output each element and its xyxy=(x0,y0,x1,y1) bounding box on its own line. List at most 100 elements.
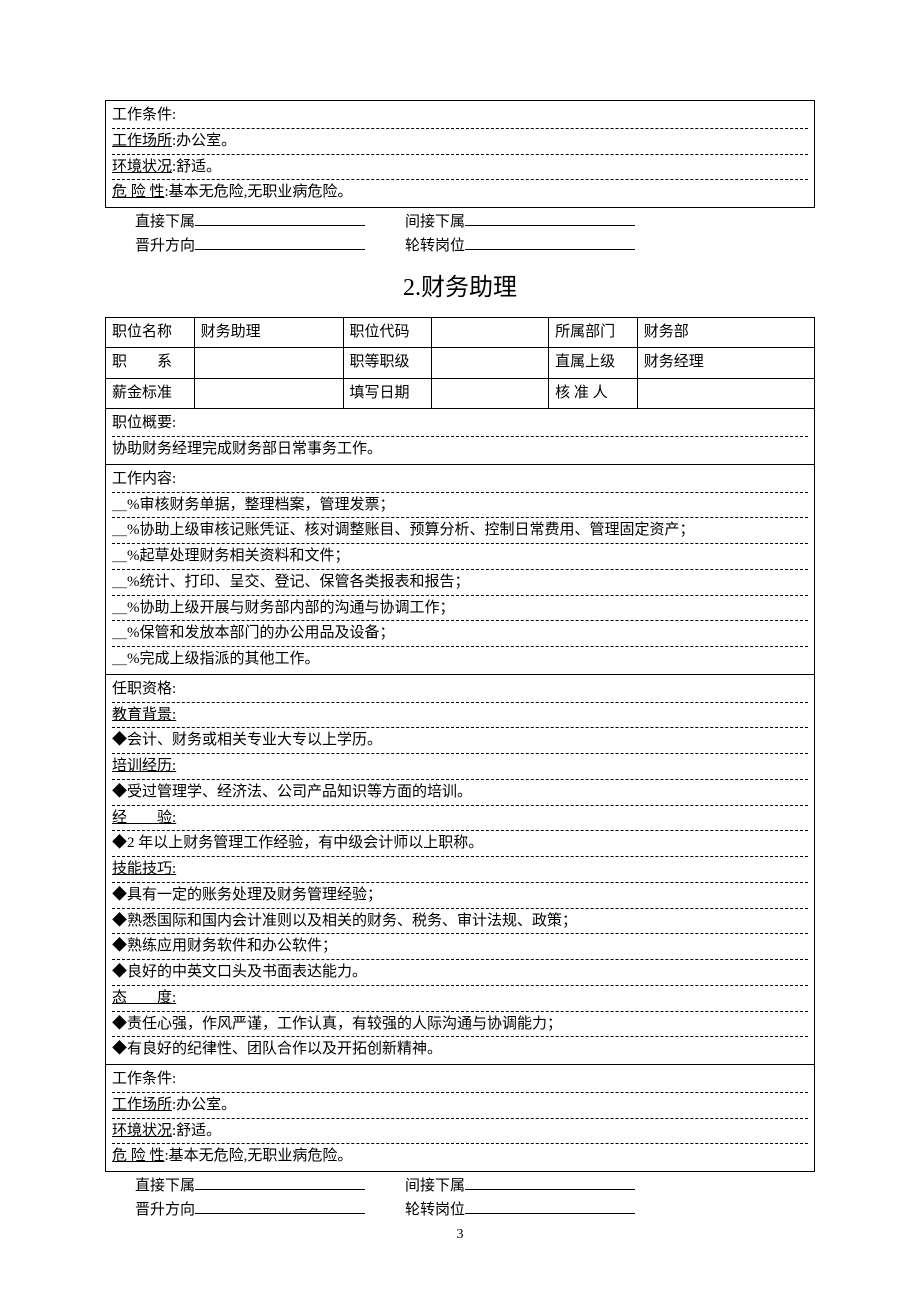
cond2-workplace-value: :办公室。 xyxy=(172,1097,236,1113)
qual-heading: 态 度: xyxy=(112,986,808,1012)
qual-heading: 教育背景: xyxy=(112,703,808,729)
fill-rotation-label: 轮转岗位 xyxy=(405,234,465,258)
cell-position-code-value xyxy=(432,317,549,348)
table-row: 职位名称 财务助理 职位代码 所属部门 财务部 xyxy=(106,317,815,348)
qual-heading: 经 验: xyxy=(112,806,808,832)
cond2-environment: 环境状况:舒适。 xyxy=(112,1119,808,1145)
cond2-workplace-label: 工作场所 xyxy=(112,1097,172,1113)
summary-label: 职位概要: xyxy=(112,411,808,437)
content-item: ＿%起草处理财务相关资料和文件； xyxy=(112,544,808,570)
cell-filldate-label: 填写日期 xyxy=(343,378,432,409)
qual-line: ◆会计、财务或相关专业大专以上学历。 xyxy=(112,728,808,754)
page-number: 3 xyxy=(0,1223,920,1247)
fill2-indirect-sub: 间接下属 xyxy=(405,1174,635,1198)
content-item: ＿%统计、打印、呈交、登记、保管各类报表和报告； xyxy=(112,570,808,596)
qual-heading: 培训经历: xyxy=(112,754,808,780)
summary-text: 协助财务经理完成财务部日常事务工作。 xyxy=(112,437,808,462)
fill2-direct-sub: 直接下属 xyxy=(135,1174,365,1198)
cell-supervisor-label: 直属上级 xyxy=(549,348,638,379)
content-box: 工作内容: ＿%审核财务单据，整理档案，管理发票；＿%协助上级审核记账凭证、核对… xyxy=(105,465,815,675)
fill-row-2: 晋升方向 轮转岗位 xyxy=(135,234,815,258)
fill-direct-sub-label: 直接下属 xyxy=(135,210,195,234)
fill-row-4: 晋升方向 轮转岗位 xyxy=(135,1198,815,1222)
blank-line xyxy=(465,1175,635,1190)
cond-environment: 环境状况:舒适。 xyxy=(112,155,808,181)
cond-danger-value: :基本无危险,无职业病危险。 xyxy=(165,184,353,200)
cell-department-value: 财务部 xyxy=(637,317,814,348)
section-title: 2.财务助理 xyxy=(105,268,815,309)
cond-danger-label: 危 险 性 xyxy=(112,184,165,200)
summary-box: 职位概要: 协助财务经理完成财务部日常事务工作。 xyxy=(105,409,815,465)
qual-sections: 教育背景: ◆会计、财务或相关专业大专以上学历。培训经历: ◆受过管理学、经济法、公… xyxy=(112,703,808,1063)
qual-heading-text: 经 验: xyxy=(112,810,176,826)
cell-series-label: 职 系 xyxy=(106,348,195,379)
top-conditions-box: 工作条件: 工作场所:办公室。 环境状况:舒适。 危 险 性:基本无危险,无职业… xyxy=(105,100,815,208)
content-item: ＿%完成上级指派的其他工作。 xyxy=(112,647,808,672)
qual-line: ◆有良好的纪律性、团队合作以及开拓创新精神。 xyxy=(112,1037,808,1062)
fill-rotation: 轮转岗位 xyxy=(405,234,635,258)
fill2-rotation: 轮转岗位 xyxy=(405,1198,635,1222)
cell-position-code-label: 职位代码 xyxy=(343,317,432,348)
cond-workplace-value: :办公室。 xyxy=(172,133,236,149)
qual-label: 任职资格: xyxy=(112,677,808,703)
cond2-danger: 危 险 性:基本无危险,无职业病危险。 xyxy=(112,1144,808,1169)
fill-promotion: 晋升方向 xyxy=(135,234,365,258)
cell-salary-value xyxy=(194,378,343,409)
qual-line: ◆责任心强，作风严谨，工作认真，有较强的人际沟通与协调能力； xyxy=(112,1012,808,1038)
cell-supervisor-value: 财务经理 xyxy=(637,348,814,379)
fill2-promotion: 晋升方向 xyxy=(135,1198,365,1222)
content-label: 工作内容: xyxy=(112,467,808,493)
qual-heading-text: 培训经历: xyxy=(112,758,176,774)
cond2-env-value: :舒适。 xyxy=(172,1123,221,1139)
qual-line: ◆熟练应用财务软件和办公软件； xyxy=(112,934,808,960)
content-item: ＿%审核财务单据，整理档案，管理发票； xyxy=(112,493,808,519)
fill-indirect-sub-label: 间接下属 xyxy=(405,210,465,234)
blank-line xyxy=(195,1199,365,1214)
cond2-workplace: 工作场所:办公室。 xyxy=(112,1093,808,1119)
cell-position-name-value: 财务助理 xyxy=(194,317,343,348)
fill-promotion-label: 晋升方向 xyxy=(135,234,195,258)
content-item: ＿%保管和发放本部门的办公用品及设备； xyxy=(112,621,808,647)
cell-filldate-value xyxy=(432,378,549,409)
cell-approver-value xyxy=(637,378,814,409)
cond2-danger-label: 危 险 性 xyxy=(112,1148,165,1164)
qual-line: ◆2 年以上财务管理工作经验，有中级会计师以上职称。 xyxy=(112,831,808,857)
content-item: ＿%协助上级审核记账凭证、核对调整账目、预算分析、控制日常费用、管理固定资产； xyxy=(112,518,808,544)
cond-danger: 危 险 性:基本无危险,无职业病危险。 xyxy=(112,180,808,205)
cell-approver-label: 核 准 人 xyxy=(549,378,638,409)
cond2-env-label: 环境状况 xyxy=(112,1123,172,1139)
blank-line xyxy=(195,1175,365,1190)
fill-row-3: 直接下属 间接下属 xyxy=(135,1174,815,1198)
blank-line xyxy=(465,1199,635,1214)
qual-line: ◆熟悉国际和国内会计准则以及相关的财务、税务、审计法规、政策； xyxy=(112,909,808,935)
blank-line xyxy=(465,211,635,226)
cell-series-value xyxy=(194,348,343,379)
fill2-rotation-label: 轮转岗位 xyxy=(405,1198,465,1222)
cell-department-label: 所属部门 xyxy=(549,317,638,348)
table-row: 职 系 职等职级 直属上级 财务经理 xyxy=(106,348,815,379)
qual-line: ◆良好的中英文口头及书面表达能力。 xyxy=(112,960,808,986)
bottom-conditions-box: 工作条件: 工作场所:办公室。 环境状况:舒适。 危 险 性:基本无危险,无职业… xyxy=(105,1065,815,1172)
cell-position-name-label: 职位名称 xyxy=(106,317,195,348)
fill-direct-sub: 直接下属 xyxy=(135,210,365,234)
cond-workplace-label: 工作场所 xyxy=(112,133,172,149)
cond-workplace: 工作场所:办公室。 xyxy=(112,129,808,155)
cell-grade-label: 职等职级 xyxy=(343,348,432,379)
fill-indirect-sub: 间接下属 xyxy=(405,210,635,234)
qual-line: ◆受过管理学、经济法、公司产品知识等方面的培训。 xyxy=(112,780,808,806)
table-row: 薪金标准 填写日期 核 准 人 xyxy=(106,378,815,409)
qual-heading-text: 技能技巧: xyxy=(112,861,176,877)
qualifications-box: 任职资格: 教育背景: ◆会计、财务或相关专业大专以上学历。培训经历: ◆受过管理学… xyxy=(105,675,815,1065)
cond2-danger-value: :基本无危险,无职业病危险。 xyxy=(165,1148,353,1164)
blank-line xyxy=(195,235,365,250)
blank-line xyxy=(465,235,635,250)
qual-heading-text: 教育背景: xyxy=(112,707,176,723)
qual-heading-text: 态 度: xyxy=(112,990,176,1006)
cond-env-label: 环境状况 xyxy=(112,159,172,175)
cell-grade-value xyxy=(432,348,549,379)
fill-row-1: 直接下属 间接下属 xyxy=(135,210,815,234)
cond2-label: 工作条件: xyxy=(112,1067,808,1093)
content-items: ＿%审核财务单据，整理档案，管理发票；＿%协助上级审核记账凭证、核对调整账目、预… xyxy=(112,493,808,672)
blank-line xyxy=(195,211,365,226)
fill2-indirect-sub-label: 间接下属 xyxy=(405,1174,465,1198)
